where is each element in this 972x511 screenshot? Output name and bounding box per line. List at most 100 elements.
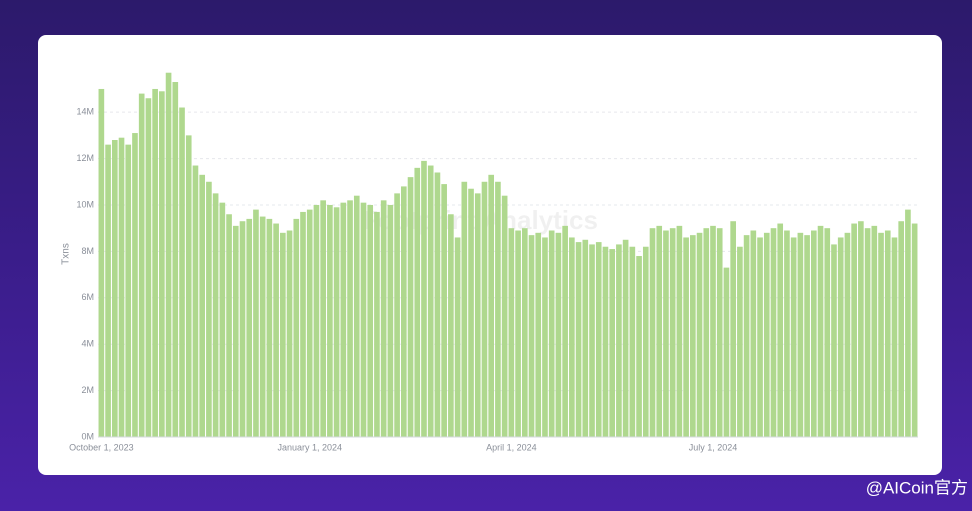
bar	[488, 174, 495, 437]
bar	[555, 232, 562, 437]
bar	[656, 225, 663, 437]
bar	[743, 235, 750, 437]
bar	[784, 230, 790, 437]
bar	[159, 91, 165, 437]
bar	[414, 167, 421, 437]
bar	[306, 209, 313, 437]
bar	[589, 244, 595, 437]
bar	[481, 181, 488, 437]
bar	[790, 237, 797, 437]
y-tick-label: 6M	[81, 292, 94, 302]
x-tick-label: October 1, 2023	[69, 442, 134, 452]
x-tick-label: July 1, 2024	[689, 442, 738, 452]
bar	[824, 228, 831, 437]
bar	[891, 237, 898, 437]
bar	[676, 225, 683, 437]
bar	[300, 211, 306, 437]
bar	[474, 193, 481, 437]
bar	[105, 144, 111, 437]
bar	[347, 200, 353, 437]
bar	[730, 221, 736, 437]
bar	[273, 223, 279, 437]
bar	[757, 237, 763, 437]
bar	[454, 237, 461, 437]
bar	[212, 193, 219, 437]
bar	[407, 177, 414, 437]
bar	[569, 237, 575, 437]
y-axis-label: Txns	[61, 243, 72, 265]
bar	[293, 218, 300, 437]
bar	[710, 225, 716, 437]
bar	[387, 204, 394, 437]
bar	[831, 244, 837, 437]
bar	[898, 221, 905, 437]
bar	[132, 133, 138, 438]
x-tick-label: January 1, 2024	[277, 442, 342, 452]
bar	[871, 225, 878, 437]
bar	[723, 267, 730, 437]
bar	[266, 218, 273, 437]
bar	[232, 225, 239, 437]
bar	[528, 235, 535, 437]
bar	[542, 237, 548, 437]
bar	[622, 239, 629, 437]
y-tick-label: 12M	[76, 153, 94, 163]
y-tick-label: 8M	[81, 246, 94, 256]
bar	[199, 174, 206, 437]
bar	[878, 232, 884, 437]
bar	[609, 249, 616, 437]
bar	[152, 88, 158, 437]
bar	[206, 181, 212, 437]
bar	[118, 137, 125, 437]
credit: @AICoin官方	[866, 478, 968, 497]
bar	[111, 140, 118, 437]
bar	[521, 228, 528, 437]
bar	[649, 228, 656, 437]
x-tick-label: April 1, 2024	[486, 442, 537, 452]
bar	[616, 244, 622, 437]
bar	[602, 246, 609, 437]
bar	[696, 232, 703, 437]
bar	[575, 242, 582, 437]
bar	[259, 216, 266, 437]
bar	[179, 107, 185, 437]
bar	[98, 88, 105, 437]
bar	[810, 230, 817, 437]
bar	[374, 211, 380, 437]
y-tick-label: 2M	[81, 385, 94, 395]
bar	[367, 204, 374, 437]
y-tick-label: 0M	[81, 431, 94, 441]
bar	[125, 144, 132, 437]
bar	[353, 195, 360, 437]
bar	[468, 188, 474, 437]
bar	[333, 207, 340, 437]
bar	[858, 221, 864, 437]
bar	[219, 202, 226, 437]
bar	[535, 232, 542, 437]
bar	[421, 160, 427, 437]
bar	[441, 184, 447, 437]
bar	[663, 230, 669, 437]
y-tick-label: 10M	[76, 199, 94, 209]
bar	[703, 228, 710, 437]
bar	[286, 230, 293, 437]
bar	[837, 237, 844, 437]
bar	[905, 209, 911, 437]
bar	[683, 237, 689, 437]
bar	[340, 202, 347, 437]
bar	[172, 82, 179, 437]
bar	[737, 246, 743, 437]
bar	[427, 165, 434, 437]
bar	[226, 214, 232, 437]
bar	[844, 232, 851, 437]
bar	[548, 230, 555, 437]
bar	[434, 172, 441, 437]
bar	[770, 228, 777, 437]
bar	[253, 209, 259, 437]
bar	[165, 72, 172, 438]
bar	[595, 242, 602, 437]
bar	[508, 228, 515, 437]
bar	[669, 228, 676, 437]
